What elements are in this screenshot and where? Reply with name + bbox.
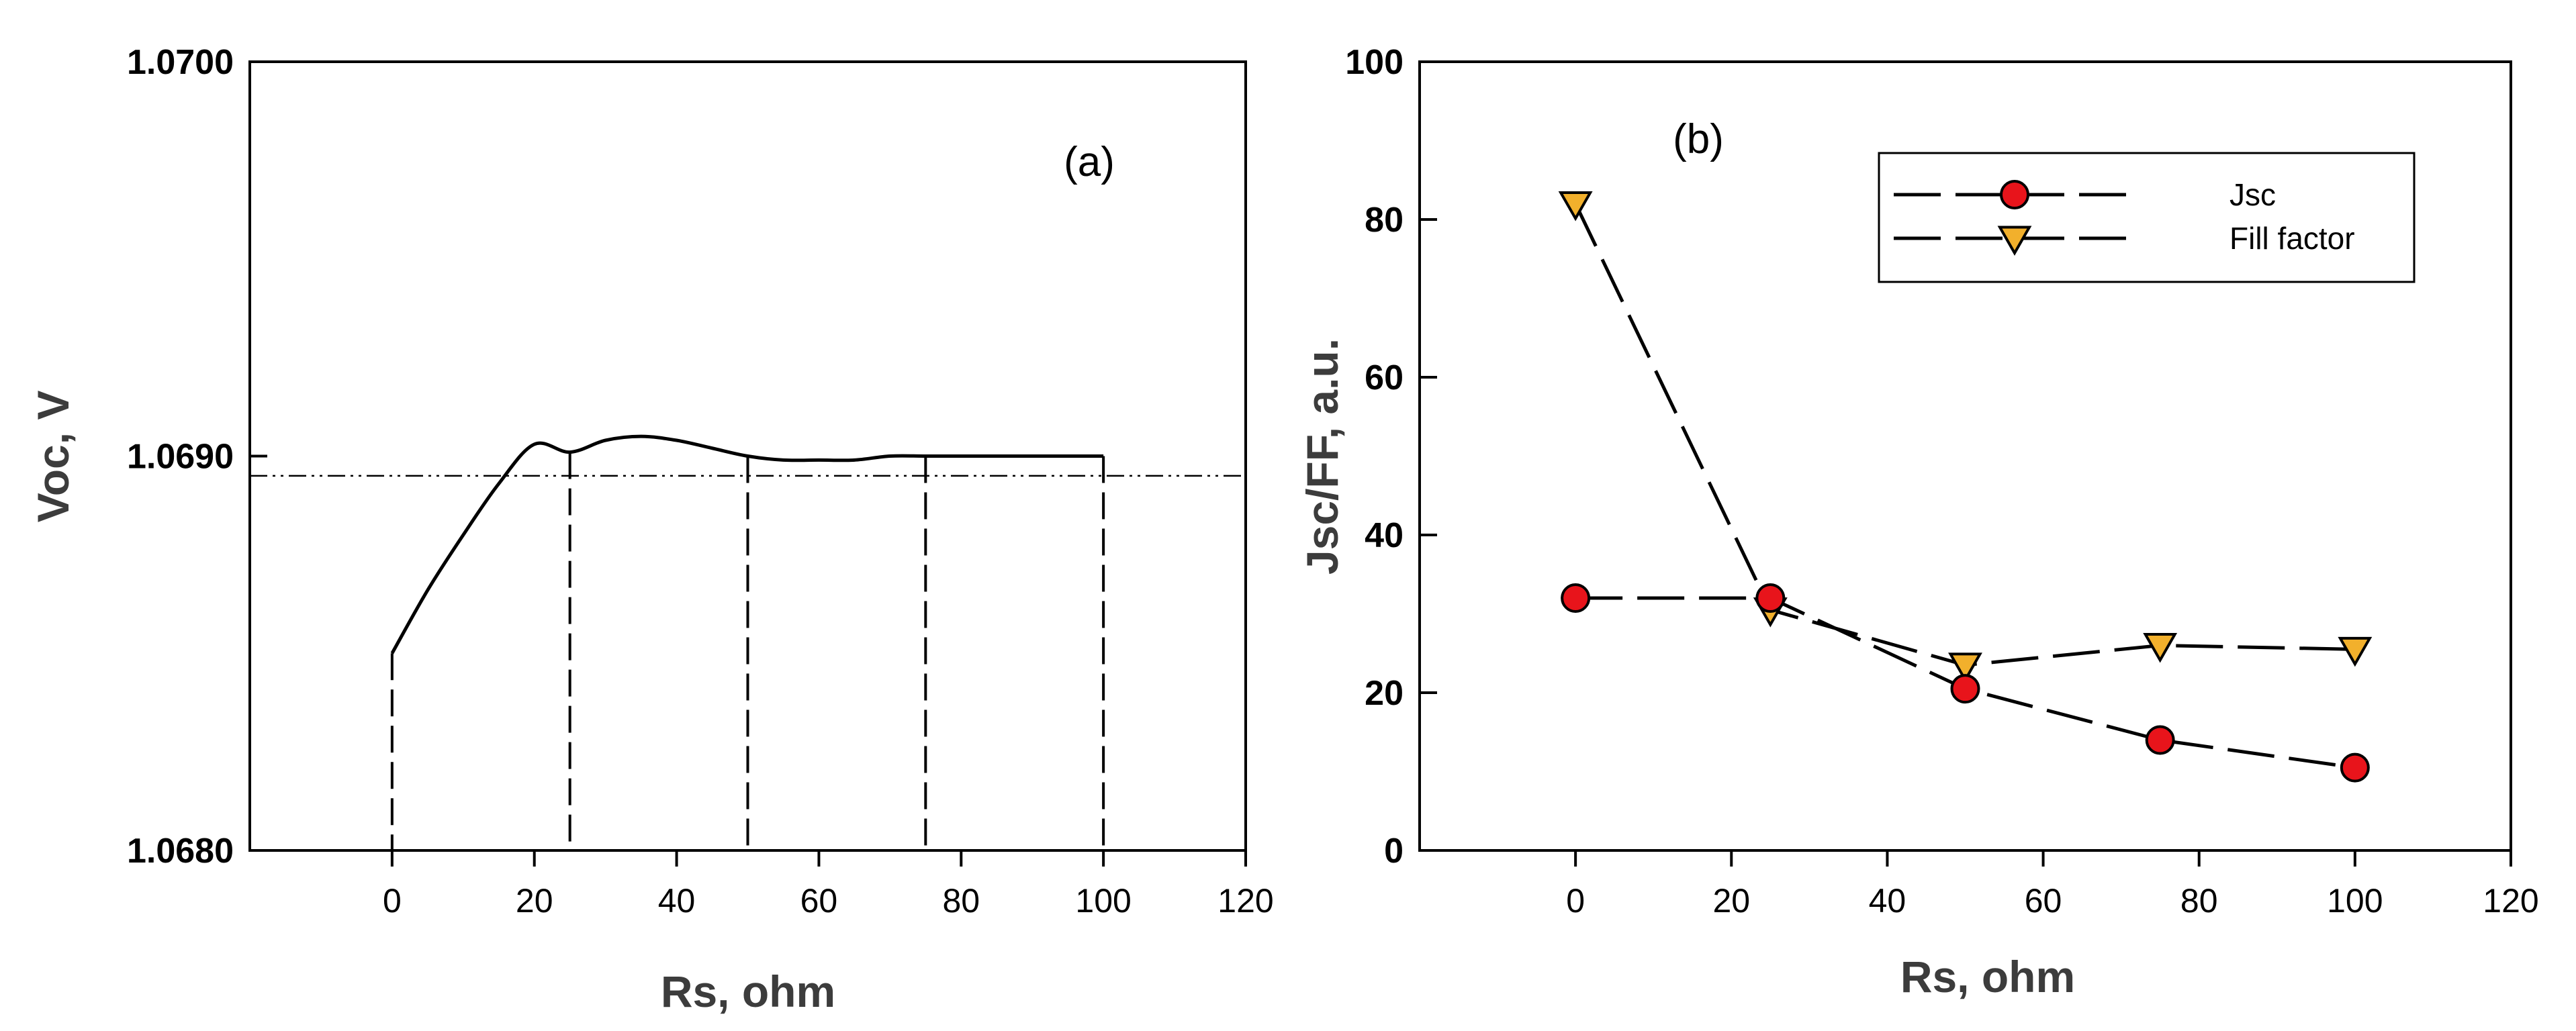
point-jsc [1755,583,1786,613]
legend-marker-jsc [2000,180,2029,209]
panel-b-legend: Jsc Fill factor [1878,152,2416,283]
legend-marker-fill-factor [1997,226,2032,256]
x-tick-label: 0 [383,882,402,920]
legend-box [1878,152,2416,283]
y-tick-label: 80 [1365,201,1404,240]
y-tick-label: 60 [1365,358,1404,397]
x-tick-label: 40 [1869,882,1906,920]
panel-b-y-axis-title: Jsc/FF, a.u. [1297,338,1347,575]
x-tick-label: 40 [658,882,696,920]
panel-b-x-ticks: 0 20 40 60 80 100 120 [1566,850,2539,920]
y-tick-label: 1.0690 [127,438,234,477]
x-tick-label: 60 [800,882,838,920]
point-jsc [1561,583,1591,613]
y-tick-label: 1.0680 [127,832,234,871]
x-tick-label: 20 [1712,882,1750,920]
x-tick-label: 60 [2025,882,2062,920]
x-tick-label: 120 [2483,882,2538,920]
panel-b-plot-frame [1418,60,2512,852]
panel-a-x-ticks: 0 20 40 60 80 100 120 [383,850,1274,920]
panel-a-label: (a) [1064,139,1115,185]
x-tick-label: 20 [516,882,553,920]
panel-a-x-axis-title: Rs, ohm [661,967,835,1016]
panel-b-x-axis-title: Rs, ohm [1900,952,2075,1001]
panel-a-voc-curve [390,434,1104,654]
panel-b-series [1558,191,2373,783]
point-fill-factor [1948,652,1982,683]
panel-b-label: (b) [1673,116,1724,162]
point-fill-factor [1558,191,1593,222]
y-tick-label: 0 [1384,832,1404,871]
panel-a-y-ticks: 1.0680 1.0690 1.0700 [127,43,267,871]
panel-a-drop-lines [390,452,1105,850]
panel-a-y-axis-title: Voc, V [28,391,78,523]
point-fill-factor [2143,633,2178,663]
x-tick-label: 100 [1075,882,1131,920]
y-tick-label: 100 [1345,43,1404,82]
x-tick-label: 0 [1566,882,1585,920]
point-fill-factor [2338,636,2373,667]
y-tick-label: 40 [1365,516,1404,555]
panel-b-y-ticks: 0 20 40 60 80 100 [1345,43,1437,871]
panel-a-voc-chart: 1.0680 1.0690 1.0700 0 20 40 60 80 100 120 (a) R… [28,43,1274,1016]
x-tick-label: 100 [2327,882,2383,920]
point-jsc [2340,752,2370,783]
x-tick-label: 80 [2180,882,2218,920]
x-tick-label: 80 [942,882,980,920]
legend-label-jsc: Jsc [2229,177,2276,212]
panel-b-jsc-ff-chart: 0 20 40 60 80 100 0 20 40 60 80 100 120 (b) Jsc Fill… [1297,43,2539,1001]
point-jsc [1950,674,1980,704]
y-tick-label: 20 [1365,674,1404,713]
x-tick-label: 120 [1217,882,1273,920]
legend-label-fill-factor: Fill factor [2229,221,2355,256]
y-tick-label: 1.0700 [127,43,234,82]
point-jsc [2145,725,2175,755]
